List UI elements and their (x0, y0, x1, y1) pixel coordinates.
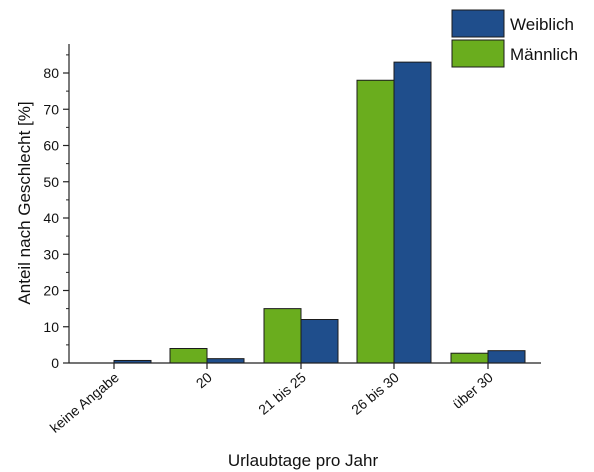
legend: Weiblich Männlich (451, 9, 578, 68)
legend-label-weiblich: Weiblich (510, 15, 574, 34)
x-tick-label: keine Angabe (47, 369, 122, 436)
y-tick-label: 50 (43, 174, 59, 190)
y-tick-label: 80 (43, 65, 59, 81)
y-tick-label: 70 (43, 101, 59, 117)
bar-weiblich-2 (300, 319, 339, 364)
x-ticks: keine Angabe 20 21 bis 25 26 bis 30 über 30 (47, 363, 496, 436)
legend-swatch-weiblich (451, 9, 505, 38)
bar-weiblich-1 (206, 358, 245, 364)
x-tick-label: 20 (193, 369, 215, 391)
x-tick-label: über 30 (449, 369, 496, 412)
bars-layer (113, 61, 526, 364)
y-ticks: 0 10 20 30 40 50 60 70 80 (43, 54, 69, 371)
x-axis-title: Urlaubtage pro Jahr (228, 451, 379, 470)
y-tick-label: 10 (43, 319, 59, 335)
y-tick-label: 40 (43, 210, 59, 226)
y-tick-label: 0 (51, 355, 59, 371)
y-tick-label: 30 (43, 246, 59, 262)
bar-m-nnlich-1 (169, 348, 208, 364)
bar-m-nnlich-3 (356, 79, 395, 364)
bar-m-nnlich-2 (263, 308, 302, 364)
y-tick-label: 20 (43, 283, 59, 299)
bar-weiblich-4 (487, 350, 526, 364)
bar-weiblich-3 (393, 61, 432, 364)
x-tick-label: 21 bis 25 (255, 369, 309, 418)
axes-layer (68, 44, 541, 364)
y-tick-label: 60 (43, 138, 59, 154)
legend-label-m-nnlich: Männlich (510, 45, 578, 64)
y-axis-title: Anteil nach Geschlecht [%] (15, 101, 34, 304)
bar-m-nnlich-4 (450, 352, 489, 364)
x-tick-label: 26 bis 30 (348, 369, 402, 418)
legend-swatch-m-nnlich (451, 39, 505, 68)
